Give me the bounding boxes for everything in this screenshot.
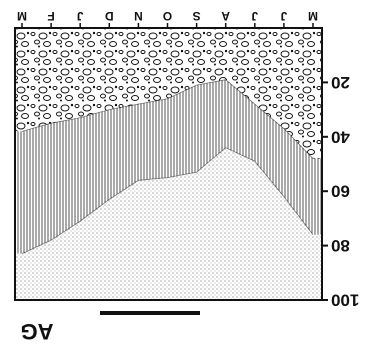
y-tick-label: 20 [331, 73, 350, 92]
y-tick-label: 60 [331, 182, 350, 201]
rotated-chart: AG 20 40 60 80 100 M J J A S O N D J F M [14, 9, 359, 344]
y-tick-label: 40 [331, 127, 350, 146]
x-tick-label: S [193, 9, 201, 23]
x-tick-label: J [251, 9, 258, 23]
chart-title: AG [21, 319, 54, 344]
region-pebbles [15, 28, 322, 159]
x-tick-label: M [17, 9, 27, 23]
x-tick-label: A [221, 9, 230, 23]
region-dotted [15, 147, 322, 300]
y-tick-label: 80 [331, 236, 350, 255]
x-tick-label: D [105, 9, 114, 23]
x-tick-label: J [77, 9, 84, 23]
scale-bar [100, 311, 200, 315]
x-tick-label: M [308, 9, 318, 23]
x-tick-label: F [47, 9, 54, 23]
region-hatched [15, 79, 322, 254]
boundary-line [21, 147, 314, 255]
x-tick-label: O [163, 9, 172, 23]
boundary-line [21, 79, 314, 159]
y-tick-label: 100 [331, 291, 359, 310]
x-tick-label: J [281, 9, 288, 23]
x-tick-label: N [134, 9, 143, 23]
